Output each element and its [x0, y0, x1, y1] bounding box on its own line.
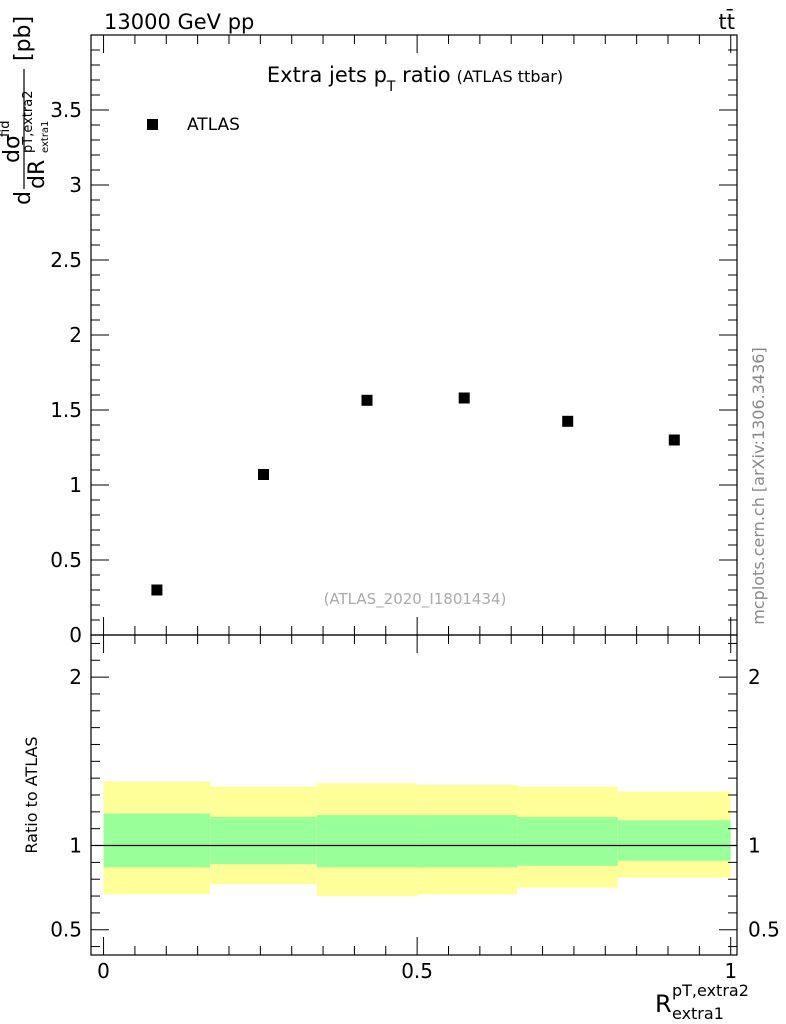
ratio-panel: 0.5 0.51 12 2 0 0.5 1 Ratio to ATLAS R pT,ext…	[22, 634, 780, 1023]
ratio-bands	[103, 781, 731, 896]
inner-band-bin-4	[417, 815, 518, 868]
main-y-tick-labels: 0 0.5 1 1.5 2 2.5 3 3.5	[50, 98, 82, 647]
plot-title-tail: ratio	[395, 63, 450, 87]
data-point-5	[562, 415, 574, 427]
mcplots-side-label: mcplots.cern.ch [arXiv:1306.3436]	[749, 347, 768, 624]
xlabel-sub: extra1	[672, 1004, 724, 1023]
legend-marker	[147, 119, 158, 130]
ratio-y-tick-label-right: 1	[748, 834, 761, 858]
x-axis-label: R pT,extra2 extra1	[655, 981, 749, 1023]
analysis-watermark: (ATLAS_2020_I1801434)	[324, 590, 507, 609]
plot-title-sub: T	[386, 79, 396, 95]
ylabel-unit: [pb]	[11, 16, 36, 61]
plot-title-main: Extra jets p	[267, 63, 387, 87]
inner-band-bin-5	[517, 816, 618, 866]
ratio-y-tick-label-left: 0.5	[50, 918, 82, 942]
ratio-y-tick-label-left: 1	[69, 834, 82, 858]
ylabel-lead: d	[11, 191, 36, 205]
main-y-tick-label: 3.5	[50, 98, 82, 122]
ylabel-den-sub: extra1	[40, 121, 51, 153]
data-point-2	[258, 469, 269, 480]
ylabel-num: dσ	[0, 135, 25, 163]
main-y-tick-label: 2	[69, 323, 82, 347]
inner-band-bin-3	[316, 815, 418, 868]
inner-band-bin-2	[210, 816, 317, 865]
ylabel-den: dR	[25, 160, 50, 189]
x-tick-label: 1	[724, 959, 737, 983]
main-y-tick-label: 3	[69, 173, 82, 197]
ylabel-den-sup: pT,extra2	[21, 91, 36, 153]
ylabel-num-sup: fid	[0, 121, 13, 137]
data-point-1	[151, 584, 163, 596]
ratio-y-tick-label-left: 2	[69, 665, 82, 689]
xlabel-base: R	[655, 990, 672, 1018]
main-y-tick-label: 0.5	[50, 548, 82, 572]
main-axis-ticks	[91, 35, 737, 636]
main-y-axis-label: d dσ fid dR pT,extra2 extra1 [pb]	[0, 16, 51, 205]
main-panel: 0 0.5 1 1.5 2 2.5 3 3.5 Extra jets pT ratio (ATL…	[0, 16, 738, 647]
x-tick-label: 0.5	[401, 959, 433, 983]
main-y-tick-label: 1	[69, 473, 82, 497]
inner-band-bin-1	[103, 813, 211, 868]
x-tick-label: 0	[97, 959, 110, 983]
xlabel-sup: pT,extra2	[672, 981, 749, 1000]
data-point-3	[361, 394, 373, 406]
inner-band-bin-6	[617, 820, 731, 861]
ratio-y-axis-label: Ratio to ATLAS	[22, 736, 41, 853]
x-tick-labels: 0 0.5 1	[97, 959, 737, 983]
ratio-axis-ticks	[91, 635, 737, 955]
plot-title-note: (ATLAS ttbar)	[457, 67, 564, 86]
main-y-tick-label: 0	[69, 623, 82, 647]
data-point-4	[458, 392, 470, 404]
ratio-y-tick-label-right: 2	[748, 665, 761, 689]
ratio-y-tick-labels: 0.5 0.5 1 1 2 2	[50, 665, 780, 942]
main-y-tick-label: 1.5	[50, 398, 82, 422]
main-data-points	[151, 392, 680, 596]
process-label: tt̄	[719, 9, 735, 34]
main-y-tick-label: 2.5	[50, 248, 82, 272]
legend-label: ATLAS	[187, 115, 240, 135]
plot-title: Extra jets pT ratio (ATLAS ttbar)	[267, 63, 563, 95]
ratio-y-tick-label-right: 0.5	[748, 918, 780, 942]
energy-label: 13000 GeV pp	[104, 10, 254, 34]
data-point-6	[668, 434, 680, 446]
